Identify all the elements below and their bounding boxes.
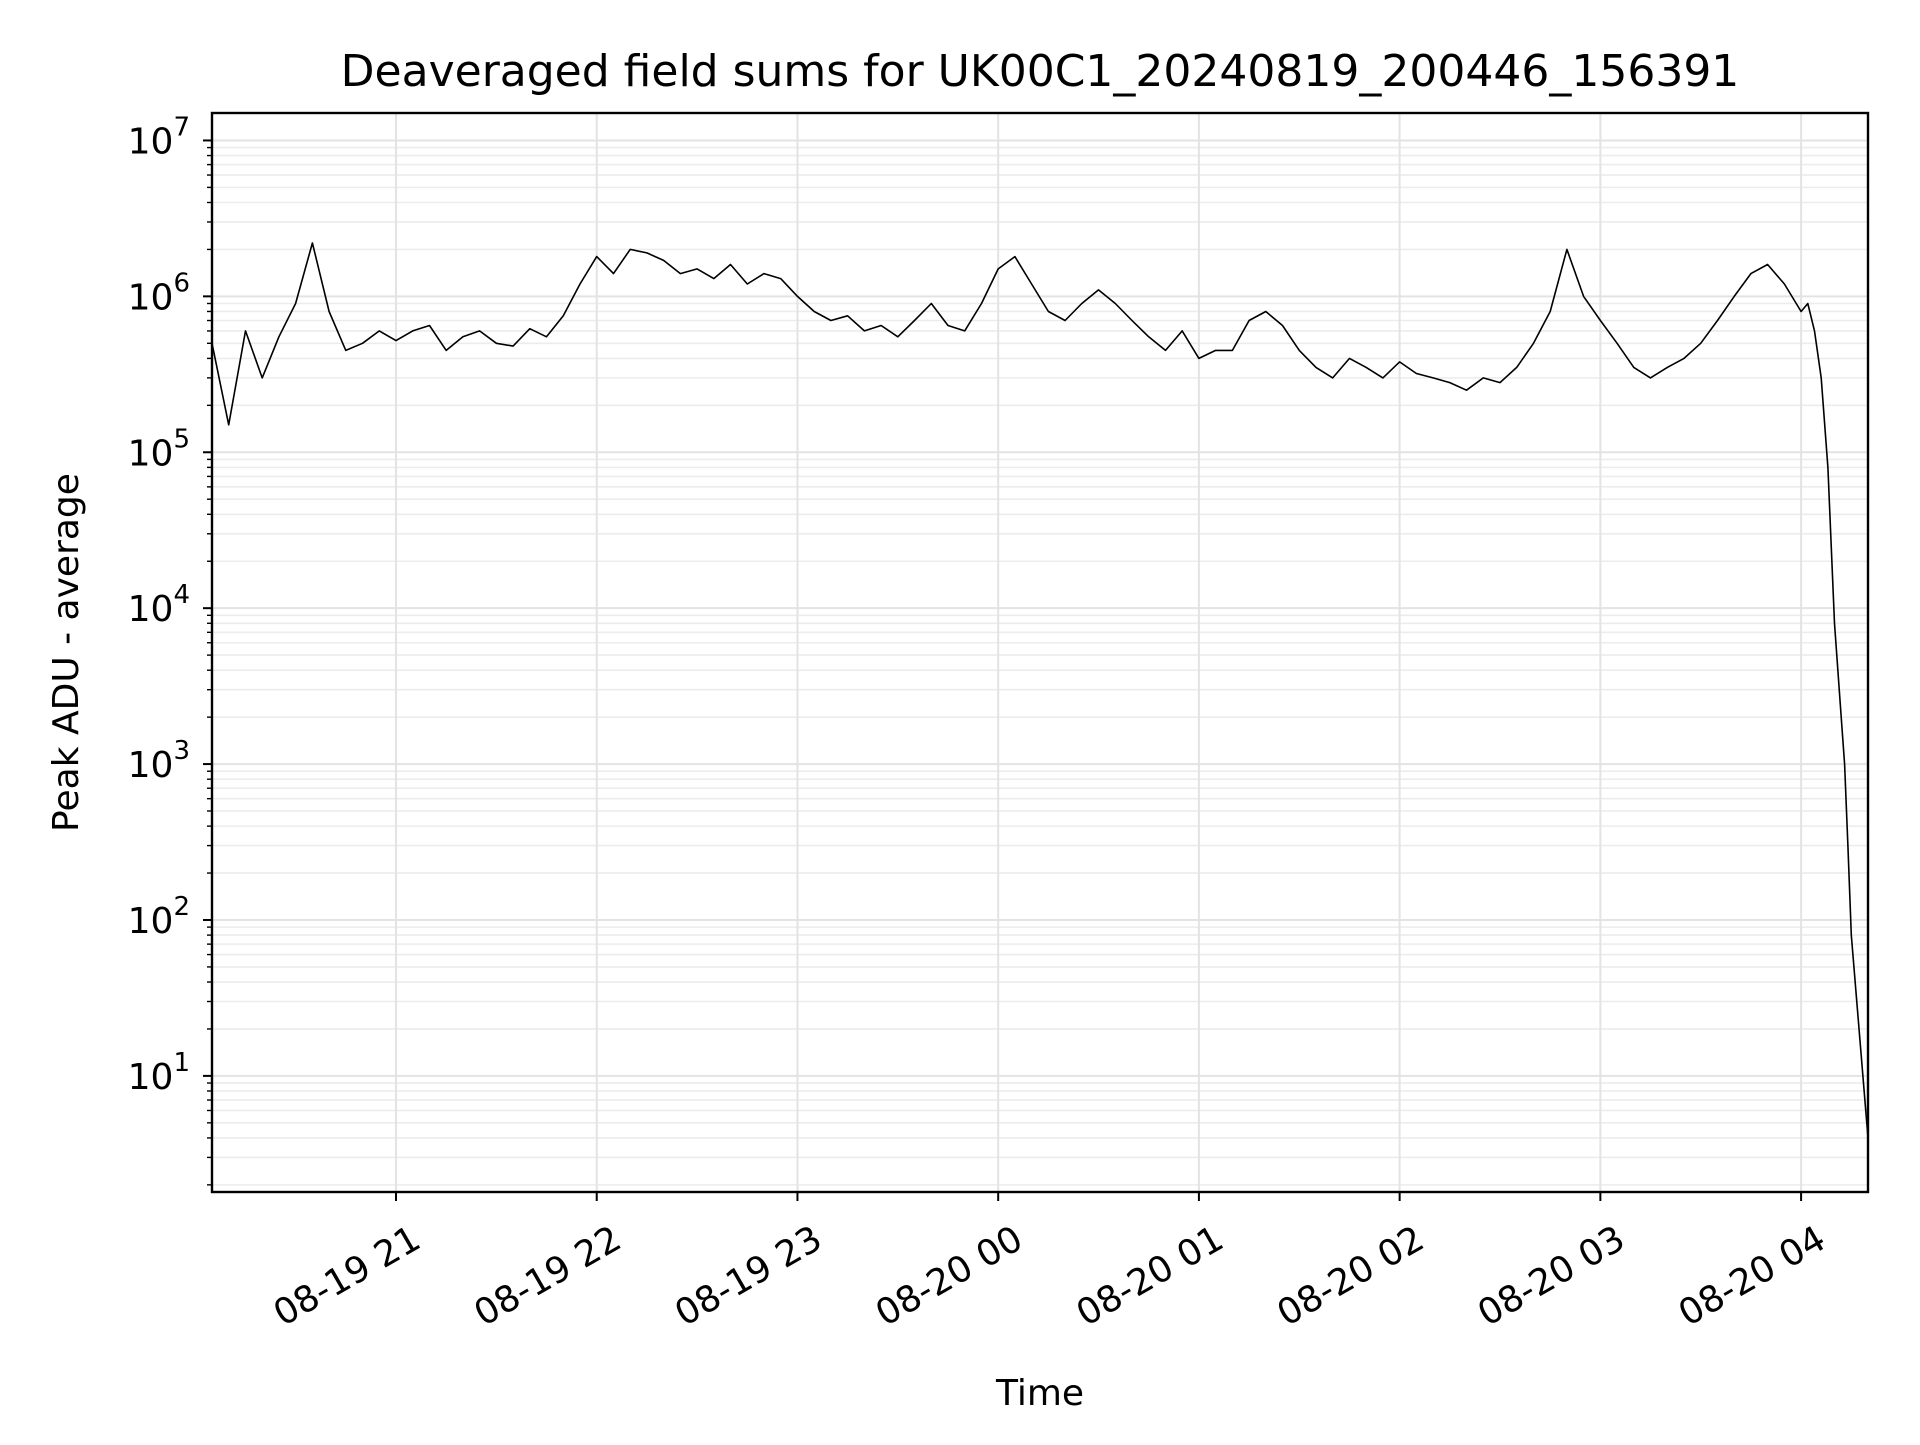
y-tick-label-exponent: 3 bbox=[173, 736, 190, 766]
y-tick-label-base: 10 bbox=[128, 433, 174, 474]
y-tick-label: 101 bbox=[128, 1048, 190, 1098]
grid bbox=[212, 113, 1868, 1192]
y-axis-label: Peak ADU - average bbox=[46, 473, 87, 832]
y-tick-label-base: 10 bbox=[128, 121, 174, 162]
y-tick-label-base: 10 bbox=[128, 277, 174, 318]
y-tick-label-base: 10 bbox=[128, 1057, 174, 1098]
y-tick-label: 106 bbox=[128, 268, 190, 318]
y-tick-label-exponent: 1 bbox=[173, 1048, 190, 1078]
y-tick-label: 105 bbox=[128, 424, 190, 474]
y-tick-label-base: 10 bbox=[128, 745, 174, 786]
data-layer bbox=[211, 242, 1869, 1138]
chart-title: Deaveraged field sums for UK00C1_2024081… bbox=[341, 46, 1740, 97]
y-tick-label: 104 bbox=[128, 580, 190, 630]
y-tick-label: 103 bbox=[128, 736, 190, 786]
y-tick-label-exponent: 6 bbox=[173, 268, 190, 298]
y-tick-label: 102 bbox=[128, 892, 190, 942]
y-tick-label-base: 10 bbox=[128, 589, 174, 630]
y-tick-label: 107 bbox=[128, 112, 190, 162]
y-tick-label-base: 10 bbox=[128, 901, 174, 942]
y-tick-label-exponent: 5 bbox=[173, 424, 190, 454]
plot-frame bbox=[210, 111, 1870, 1194]
y-tick-label-exponent: 4 bbox=[173, 580, 190, 610]
y-tick-label-exponent: 2 bbox=[173, 892, 190, 922]
y-tick-label-exponent: 7 bbox=[173, 112, 190, 142]
data-line bbox=[211, 242, 1869, 1138]
x-axis-label: Time bbox=[995, 1373, 1084, 1414]
